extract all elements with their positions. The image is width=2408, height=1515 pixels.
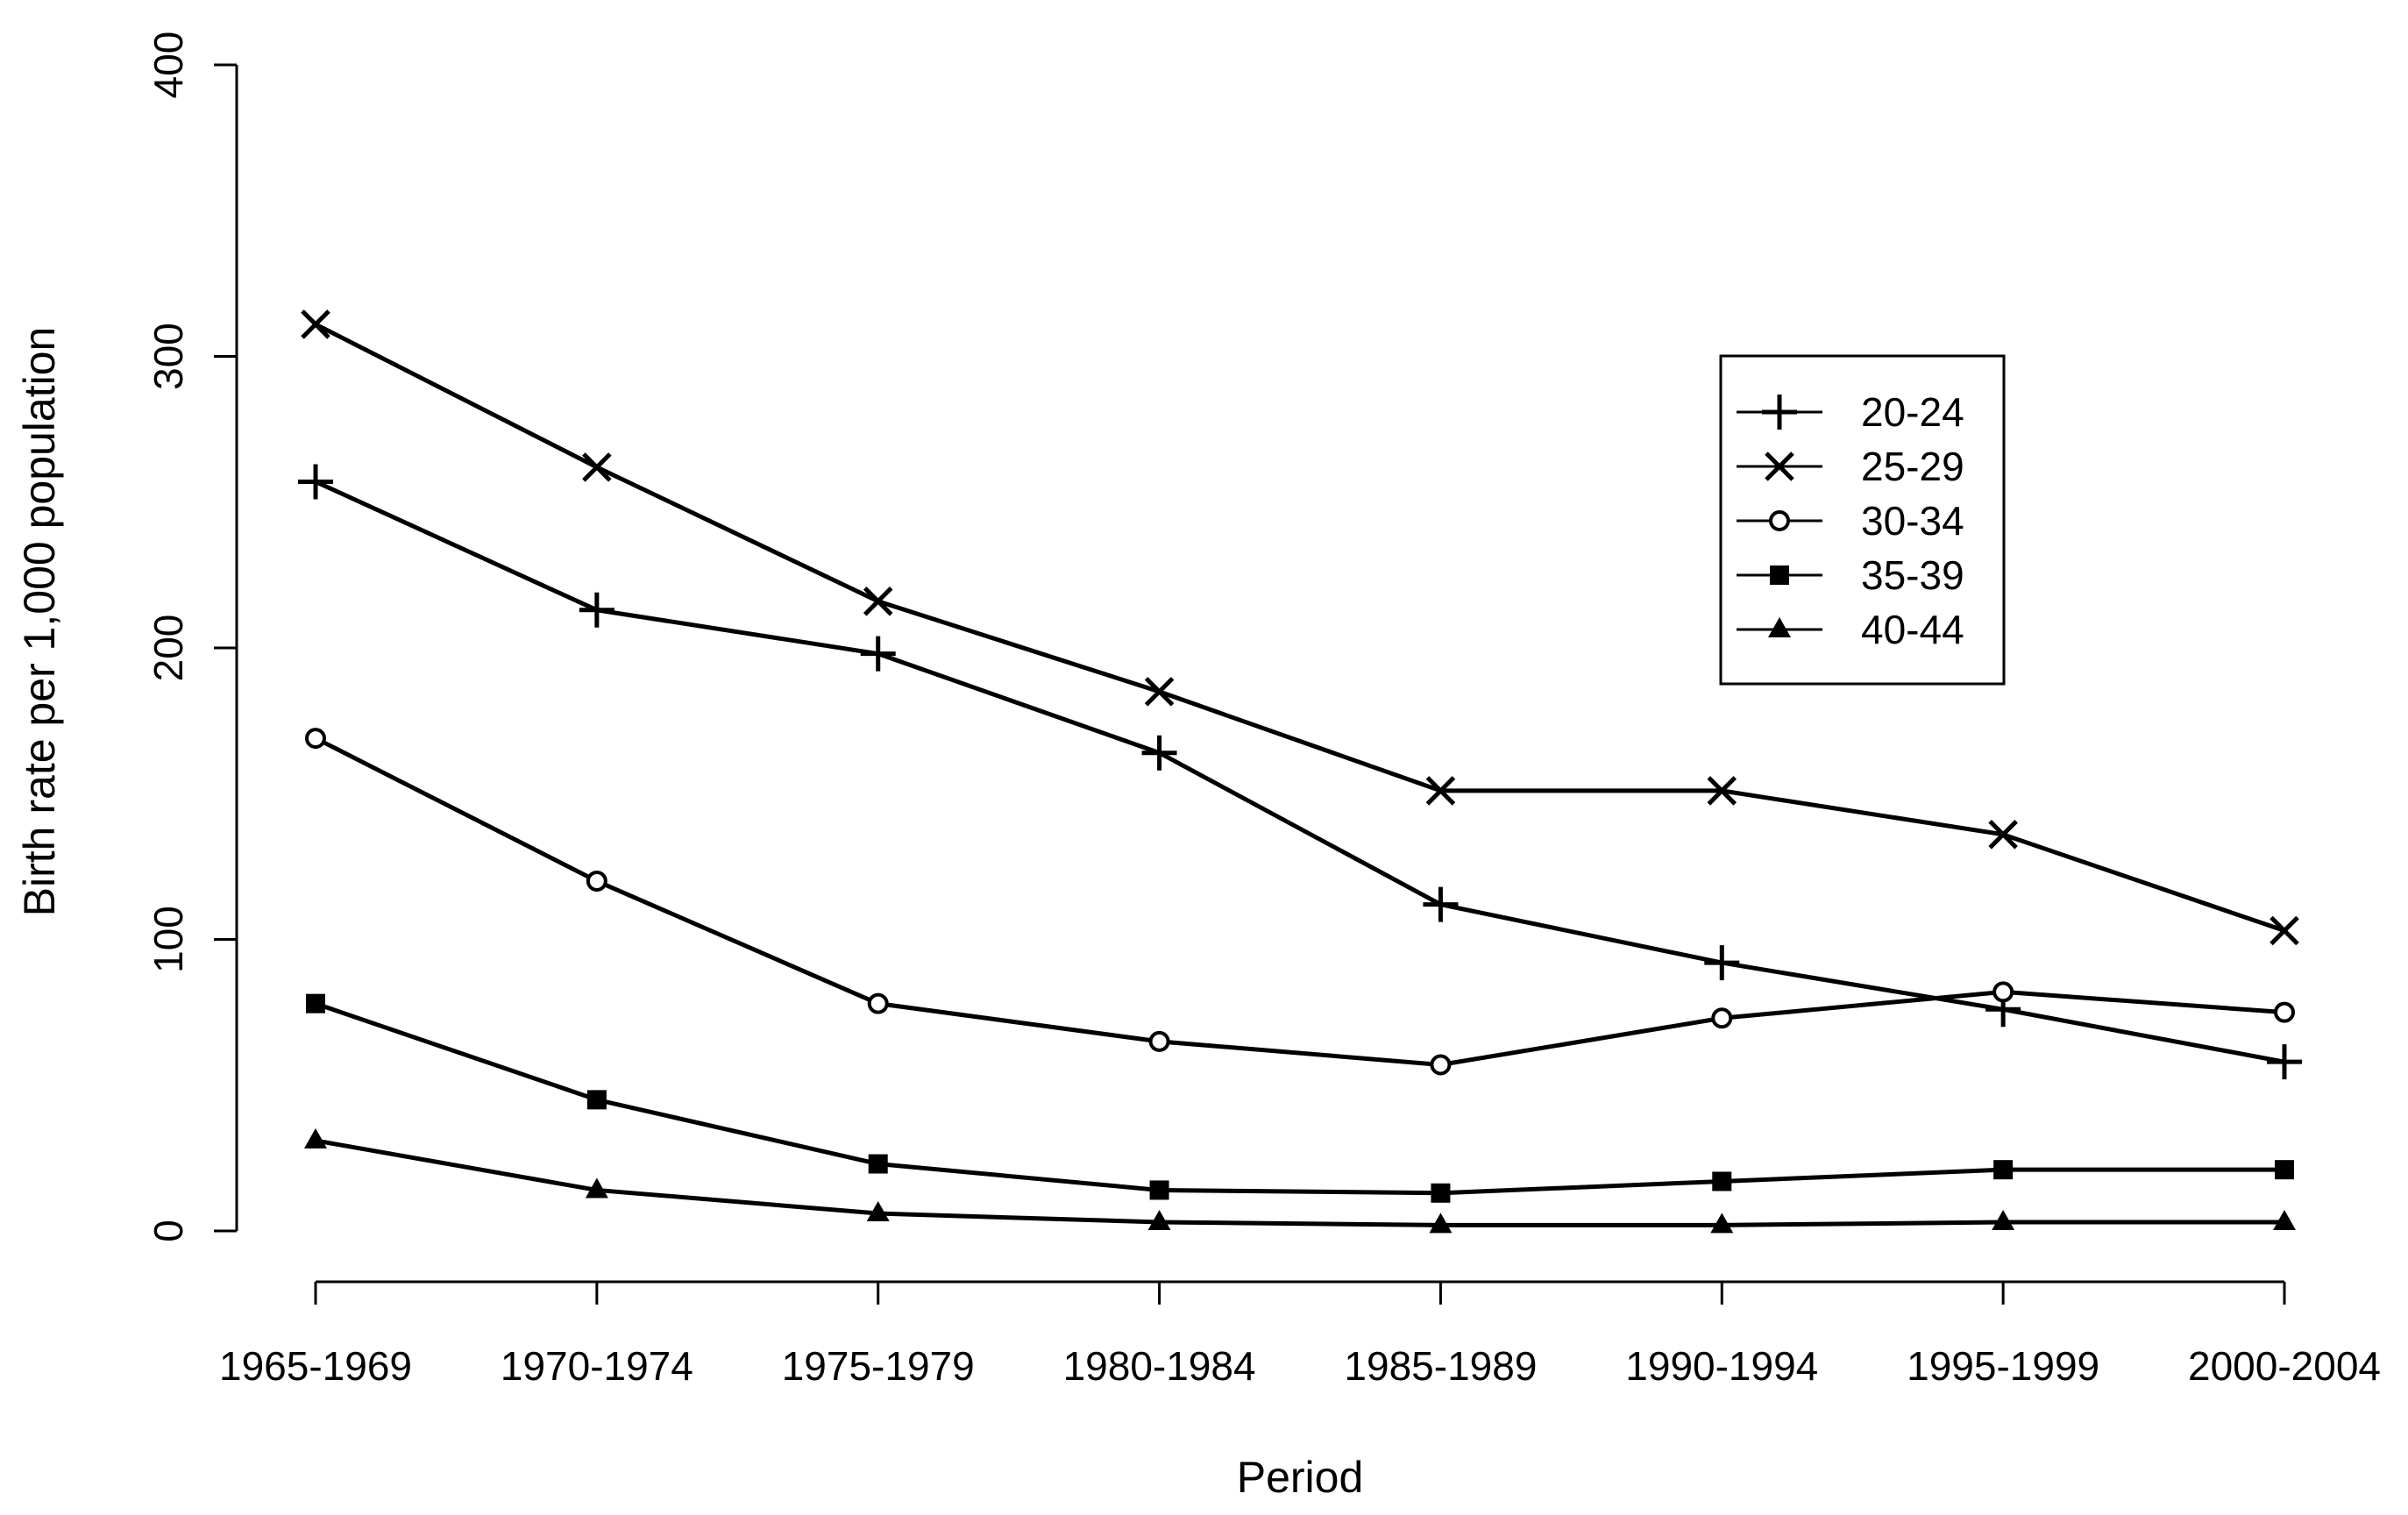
data-point-circle (1148, 1030, 1170, 1052)
data-point-square (1712, 1171, 1732, 1191)
y-tick-label: 100 (146, 906, 191, 973)
data-point-plus (1704, 945, 1740, 981)
data-point-plus (298, 464, 333, 500)
data-point-square (1149, 1180, 1169, 1200)
legend-label: 40-44 (1861, 607, 1964, 652)
x-tick-label: 1995-1999 (1907, 1343, 2099, 1389)
series-line (315, 1138, 2284, 1227)
legend-marker-circle (1769, 510, 1790, 531)
data-point-triangle (585, 1177, 608, 1198)
y-tick-label: 200 (146, 615, 191, 682)
data-point-plus (2267, 1044, 2302, 1080)
series-line (314, 480, 2285, 1064)
legend-label: 30-34 (1861, 498, 1964, 544)
legend-item-35-39: 35-39 (1737, 552, 1964, 598)
data-point-circle (1430, 1054, 1452, 1076)
data-point-triangle (1147, 1210, 1171, 1231)
data-point-cross (1425, 776, 1456, 806)
data-point-plus (860, 636, 896, 672)
legend: 20-24 25-29 30-34 35-39 40-44 (1719, 354, 2006, 686)
legend-label: 20-24 (1861, 389, 1964, 435)
data-point-square (586, 1090, 607, 1110)
data-point-circle (586, 871, 607, 892)
x-tick-label: 1970-1974 (501, 1343, 693, 1389)
y-tick-label: 400 (146, 32, 191, 99)
x-tick-label: 1965-1969 (219, 1343, 412, 1389)
y-tick-label: 300 (146, 323, 191, 390)
data-point-cross (1707, 776, 1737, 806)
legend-marker-plus (1762, 395, 1797, 430)
data-point-triangle (304, 1127, 327, 1149)
data-point-plus (1423, 886, 1459, 922)
series-line (314, 736, 2285, 1067)
series-line (315, 1001, 2284, 1196)
x-tick-label: 2000-2004 (2188, 1343, 2381, 1389)
legend-marker-triangle (1768, 617, 1791, 637)
series-line (314, 322, 2285, 933)
legend-label: 35-39 (1861, 552, 1964, 598)
data-point-triangle (1429, 1213, 1453, 1234)
x-tick-label: 1975-1979 (782, 1343, 975, 1389)
x-axis-title: Period (1237, 1453, 1364, 1502)
data-point-cross (863, 587, 893, 616)
data-point-cross (1988, 820, 2018, 850)
data-point-square (306, 993, 325, 1014)
x-tick-label: 1990-1994 (1625, 1343, 1818, 1389)
data-point-circle (867, 992, 889, 1014)
data-point-square (1431, 1183, 1451, 1203)
data-point-cross (1144, 677, 1175, 707)
series-30-34 (305, 728, 2295, 1076)
legend-marker-square (1770, 565, 1789, 585)
legend-label: 25-29 (1861, 444, 1964, 489)
series-25-29 (301, 309, 2299, 946)
legend-item-20-24: 20-24 (1737, 389, 1964, 435)
series-35-39 (306, 993, 2294, 1203)
data-point-cross (582, 452, 612, 482)
legend-item-25-29: 25-29 (1737, 444, 1964, 489)
data-point-square (868, 1154, 888, 1174)
series-40-44 (304, 1127, 2296, 1234)
y-axis-title: Birth rate per 1,000 population (15, 327, 64, 917)
x-axis: 1965-1969 1970-1974 1975-1979 1980-1984 1985… (219, 1280, 2381, 1389)
data-point-cross (301, 309, 330, 339)
data-point-triangle (866, 1201, 890, 1222)
data-point-cross (2269, 915, 2299, 946)
x-tick-label: 1985-1989 (1344, 1343, 1537, 1389)
data-point-circle (305, 728, 326, 750)
x-tick-label: 1980-1984 (1063, 1343, 1256, 1389)
legend-item-40-44: 40-44 (1737, 607, 1964, 652)
data-point-square (1993, 1160, 2014, 1180)
plot-series (298, 309, 2302, 1234)
data-point-triangle (1710, 1213, 1734, 1234)
data-point-triangle (2273, 1210, 2296, 1231)
data-point-circle (2274, 1001, 2295, 1023)
data-point-square (2275, 1160, 2294, 1180)
data-point-circle (1992, 981, 2014, 1003)
series-20-24 (298, 464, 2302, 1080)
y-axis: 0 100 200 300 400 (146, 32, 238, 1242)
legend-marker-cross (1765, 452, 1794, 481)
legend-item-30-34: 30-34 (1737, 498, 1964, 544)
y-tick-label: 0 (146, 1220, 191, 1242)
data-point-circle (1711, 1007, 1733, 1029)
data-point-plus (579, 592, 614, 628)
data-point-triangle (1992, 1210, 2015, 1231)
data-point-plus (1141, 735, 1177, 771)
